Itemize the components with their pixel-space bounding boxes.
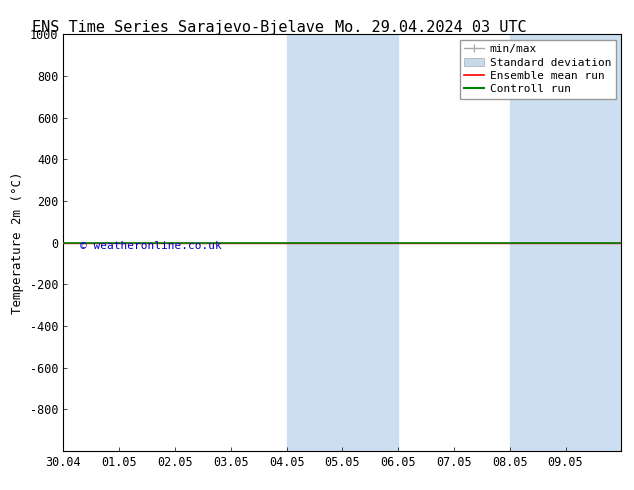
Bar xyxy=(510,34,566,451)
Text: © weatheronline.co.uk: © weatheronline.co.uk xyxy=(80,241,222,251)
Y-axis label: Temperature 2m (°C): Temperature 2m (°C) xyxy=(11,172,25,314)
Bar xyxy=(287,34,342,451)
Text: ENS Time Series Sarajevo-Bjelave: ENS Time Series Sarajevo-Bjelave xyxy=(32,20,323,35)
Legend: min/max, Standard deviation, Ensemble mean run, Controll run: min/max, Standard deviation, Ensemble me… xyxy=(460,40,616,99)
Bar xyxy=(342,34,398,451)
Bar xyxy=(566,34,621,451)
Text: Mo. 29.04.2024 03 UTC: Mo. 29.04.2024 03 UTC xyxy=(335,20,527,35)
